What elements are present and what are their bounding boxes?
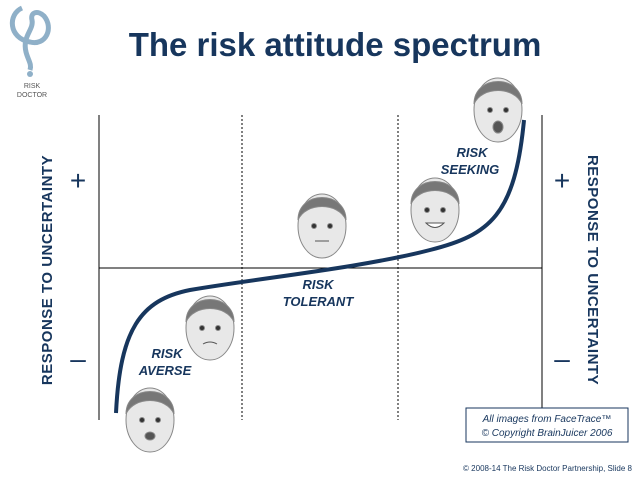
plus-sign: + (554, 165, 570, 196)
credit-box (465, 407, 629, 443)
zone-label: AVERSE (138, 363, 192, 378)
minus-sign: – (554, 343, 570, 374)
credit-text: All images from FaceTrace™ (482, 414, 612, 425)
zone-label: RISK (456, 145, 489, 160)
axis-label: RESPONSE TO UNCERTAINTY (39, 155, 56, 385)
footer: © 2008-14 The Risk Doctor Partnership, S… (463, 464, 632, 473)
plus-sign: + (70, 165, 86, 196)
faces (125, 77, 523, 453)
zone-label: SEEKING (441, 162, 500, 177)
zone-label: TOLERANT (283, 294, 355, 309)
title: The risk attitude spectrum (129, 26, 542, 63)
axis-label: RESPONSE TO UNCERTAINTY (584, 155, 601, 385)
attitude-curve (114, 119, 526, 414)
zone-label: RISK (151, 346, 184, 361)
credit-text: © Copyright BrainJuicer 2006 (482, 428, 613, 439)
logo-text: RISK (24, 83, 41, 90)
grid (98, 115, 543, 420)
logo-text: DOCTOR (17, 92, 47, 99)
minus-sign: – (70, 343, 86, 374)
zone-label: RISK (302, 277, 335, 292)
logo: RISK DOCTOR (10, 5, 51, 99)
